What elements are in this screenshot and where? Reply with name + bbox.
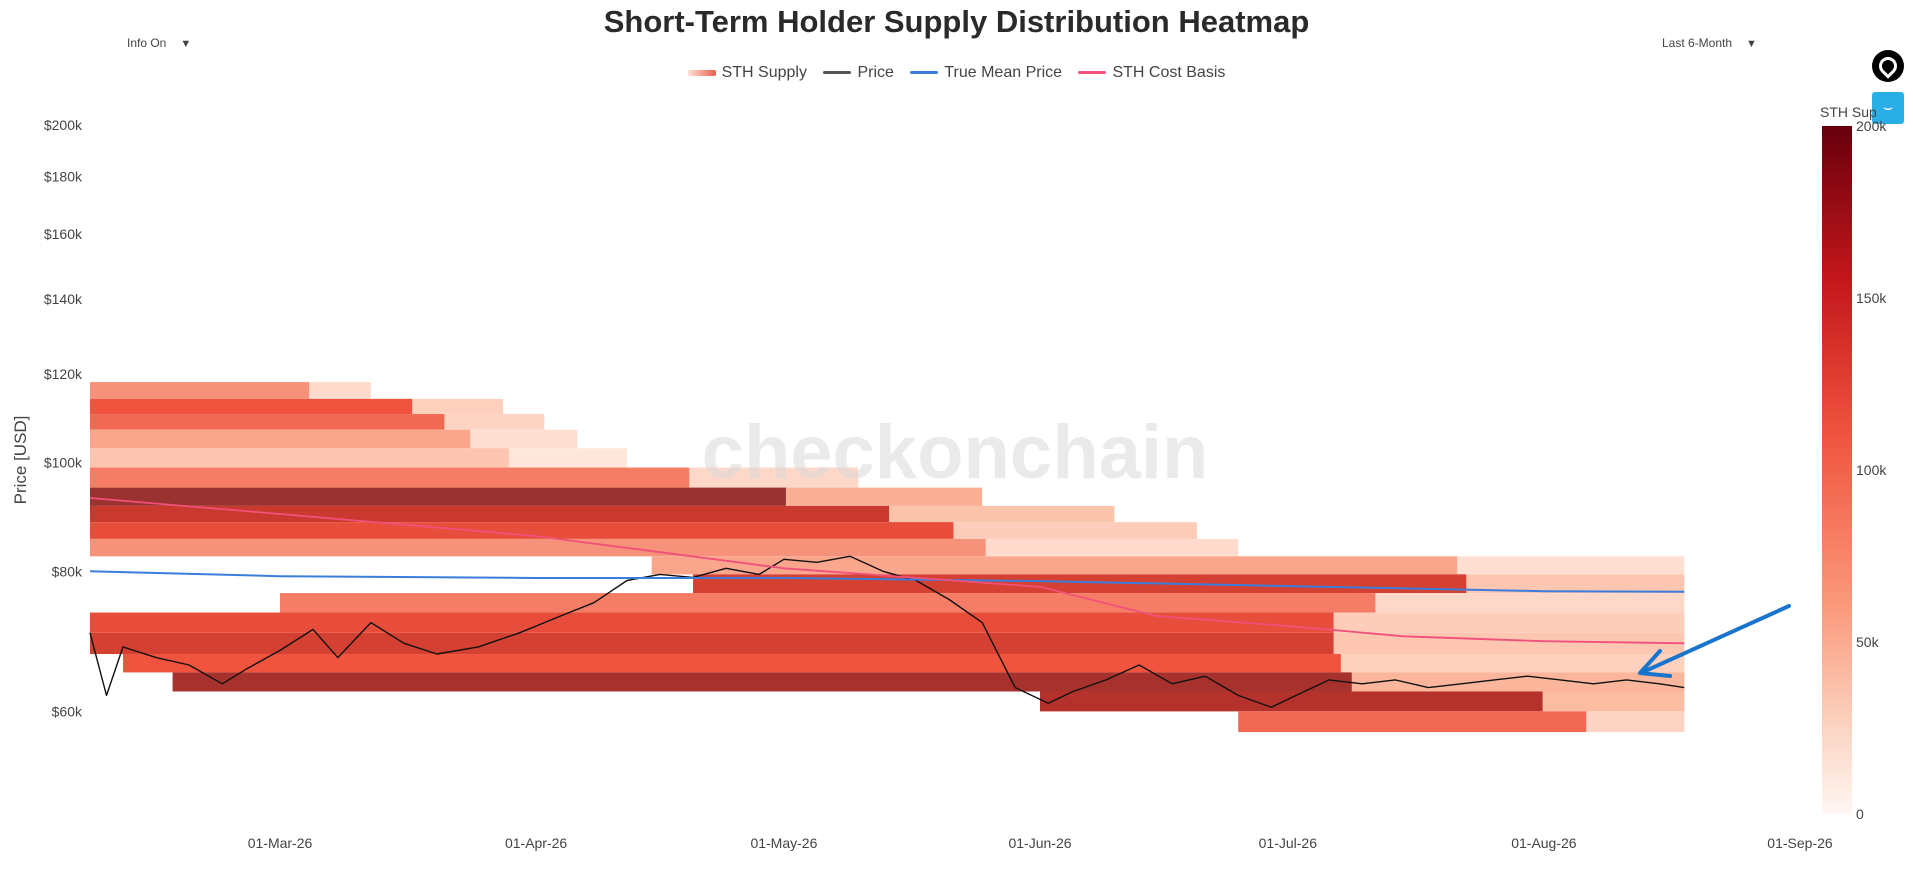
heatmap-band (90, 429, 471, 449)
legend-swatch (823, 71, 852, 75)
x-tick-label: 01-Sep-26 (1767, 835, 1833, 851)
colorbar-tick-label: 0 (1856, 806, 1864, 822)
arrow-shaft (1641, 604, 1791, 674)
info-toggle-dropdown[interactable]: Info On ▼ (127, 36, 191, 50)
heatmap-band (1238, 711, 1587, 733)
chart-legend: STH Supply Price True Mean Price STH Cos… (0, 64, 1913, 82)
legend-item-price[interactable]: Price (823, 64, 894, 82)
heatmap-band (90, 632, 1334, 655)
legend-label: STH Cost Basis (1112, 64, 1226, 81)
tv-icon[interactable]: ⌣ (1872, 92, 1904, 124)
annotation-arrow (1638, 604, 1791, 678)
legend-swatch (687, 69, 716, 76)
heatmap-band (280, 593, 1376, 613)
watermark: checkonchain (702, 410, 1209, 495)
colorbar-tick-label: 50k (1856, 634, 1879, 650)
chevron-down-icon: ▼ (180, 38, 192, 50)
range-select-dropdown[interactable]: Last 6-Month ▼ (1662, 36, 1757, 50)
x-tick-label: 01-Mar-26 (248, 835, 313, 851)
x-tick-label: 01-May-26 (750, 835, 817, 851)
heatmap-band (90, 505, 889, 523)
heatmap-band (90, 487, 786, 506)
heatmap-band (90, 382, 310, 399)
heatmap-band (90, 398, 413, 415)
chart-title: Short-Term Holder Supply Distribution He… (603, 4, 1310, 39)
heatmap-layer (90, 382, 1685, 733)
colorbar (1822, 126, 1852, 814)
y-tick-label: $160k (44, 226, 83, 242)
colorbar-tick-label: 100k (1856, 462, 1887, 478)
series-line-true-mean-price[interactable] (89, 570, 1685, 593)
heatmap-band (651, 556, 1458, 575)
x-tick-label: 01-Jun-26 (1008, 835, 1071, 851)
y-tick-label: $180k (44, 169, 83, 185)
heatmap-band (693, 574, 1467, 594)
series-line-price[interactable] (89, 555, 1685, 708)
colorbar-tick-label: 150k (1856, 290, 1887, 306)
legend-swatch (1078, 71, 1107, 75)
heatmap-band (172, 672, 1352, 692)
y-tick-label: $100k (44, 455, 83, 471)
series-layer (89, 497, 1685, 708)
logo-icon[interactable] (1872, 50, 1904, 82)
x-axis: 01-Mar-26 01-Apr-26 01-May-26 01-Jun-26 01-J… (248, 835, 1833, 851)
colorbar-tick-label: 200k (1856, 118, 1887, 134)
x-tick-label: 01-Apr-26 (505, 835, 567, 851)
colorbar-title: STH Supply (1820, 104, 1876, 120)
arrow-head (1638, 649, 1672, 678)
chevron-down-icon: ▼ (1746, 38, 1757, 50)
y-tick-label: $80k (52, 563, 83, 579)
range-select-label: Last 6-Month (1662, 36, 1733, 50)
y-tick-label: $120k (44, 366, 83, 382)
heatmap-band (90, 538, 986, 557)
legend-label: True Mean Price (944, 64, 1063, 81)
legend-label: STH Supply (721, 64, 807, 81)
x-tick-label: 01-Aug-26 (1511, 835, 1577, 851)
info-toggle-label: Info On (127, 36, 167, 50)
heatmap-band (90, 448, 509, 468)
legend-label: Price (857, 64, 894, 81)
x-tick-label: 01-Jul-26 (1259, 835, 1318, 851)
legend-item-sth-supply[interactable]: STH Supply (687, 64, 807, 82)
y-tick-label: $60k (52, 703, 83, 719)
heatmap-band (90, 522, 954, 539)
legend-item-true-mean-price[interactable]: True Mean Price (910, 64, 1062, 82)
heatmap-band (123, 654, 1341, 673)
series-line-sth-cost-basis[interactable] (89, 497, 1685, 645)
heatmap-band (90, 612, 1334, 633)
heatmap-band (90, 414, 445, 430)
y-axis: $60k $80k $100k $120k $140k $160k $180k $200k (44, 117, 83, 719)
y-axis-title: Price [USD] (11, 416, 30, 505)
y-tick-label: $140k (44, 291, 83, 307)
y-tick-label: $200k (44, 117, 83, 133)
heatmap-band (90, 467, 690, 488)
legend-swatch (910, 71, 939, 75)
legend-item-sth-cost-basis[interactable]: STH Cost Basis (1078, 64, 1225, 82)
heatmap-band (1040, 691, 1543, 712)
